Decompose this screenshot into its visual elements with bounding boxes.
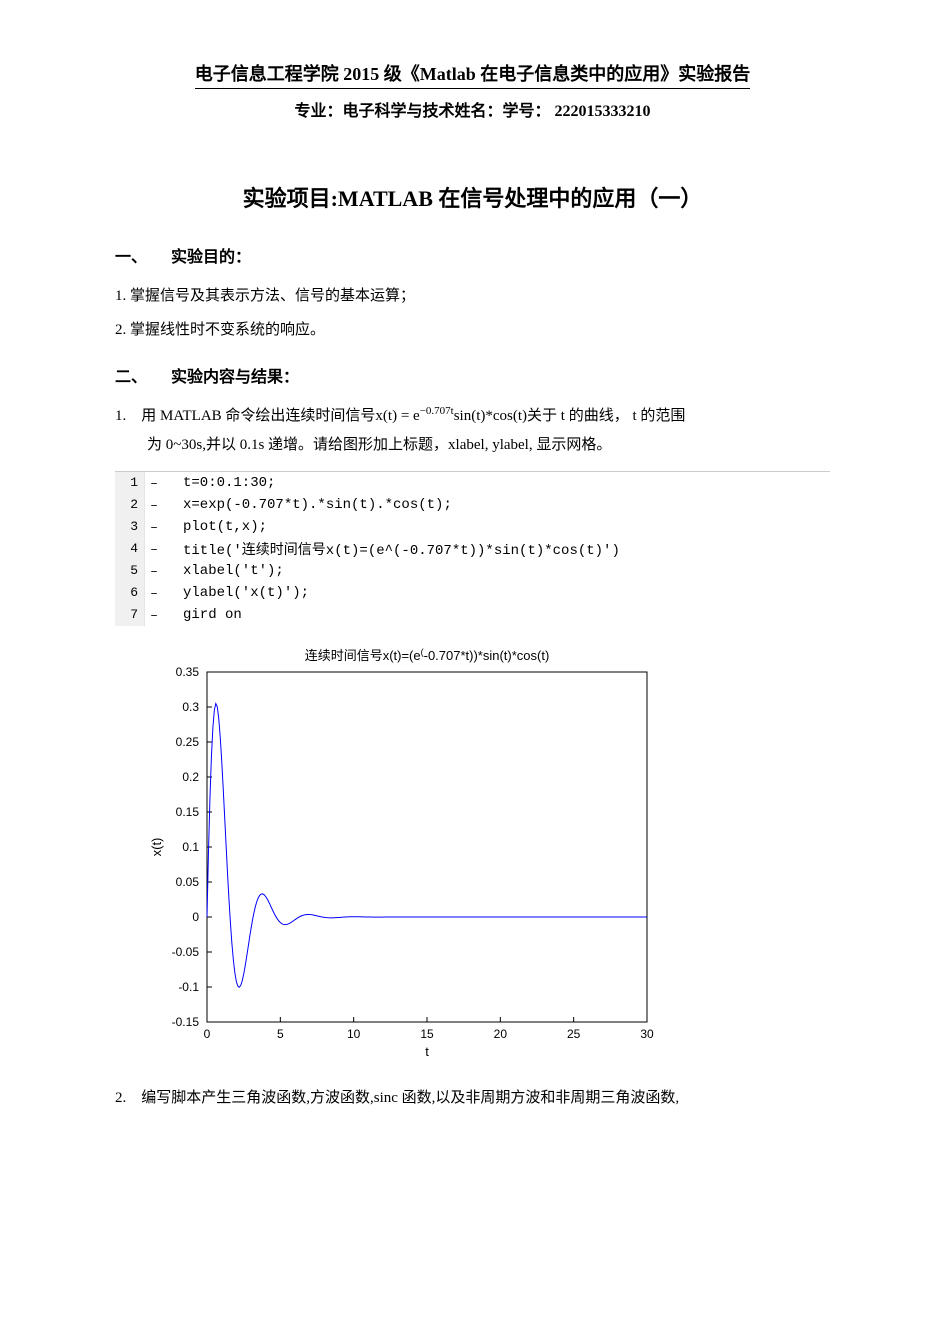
svg-text:0.35: 0.35	[176, 665, 200, 679]
section2-item1: 1. 用 MATLAB 命令绘出连续时间信号x(t) = e−0.707tsin…	[115, 401, 830, 459]
dash-icon: –	[145, 564, 163, 579]
svg-text:0.15: 0.15	[176, 805, 200, 819]
code-text: xlabel('t');	[163, 563, 830, 579]
svg-text:-0.1: -0.1	[178, 980, 199, 994]
code-line: 1–t=0:0.1:30;	[115, 472, 830, 494]
svg-text:0.2: 0.2	[182, 770, 199, 784]
item1-text-c: 为 0~30s,并以 0.1s 递增。请给图形加上标题，xlabel, ylab…	[147, 437, 611, 453]
section2-item2: 2. 编写脚本产生三角波函数,方波函数,sinc 函数,以及非周期方波和非周期三…	[115, 1084, 830, 1113]
svg-text:t: t	[425, 1044, 429, 1059]
main-title: 实验项目:MATLAB 在信号处理中的应用（一）	[115, 181, 830, 213]
svg-text:30: 30	[640, 1027, 654, 1041]
svg-text:0: 0	[192, 910, 199, 924]
code-text: ylabel('x(t)');	[163, 585, 830, 601]
section2-heading: 二、 实验内容与结果：	[115, 363, 830, 387]
code-line: 3–plot(t,x);	[115, 516, 830, 538]
svg-text:-0.15: -0.15	[172, 1015, 200, 1029]
dash-icon: –	[145, 542, 163, 557]
header-sub: 专业：电子科学与技术姓名：学号： 222015333210	[115, 97, 830, 121]
section1-item2: 2. 掌握线性时不变系统的响应。	[115, 315, 830, 345]
line-number: 1	[115, 472, 145, 494]
code-text: t=0:0.1:30;	[163, 475, 830, 491]
line-number: 6	[115, 582, 145, 604]
line-number: 3	[115, 516, 145, 538]
item1-text-b: sin(t)*cos(t)关于 t 的曲线， t 的范围	[454, 408, 686, 424]
svg-text:5: 5	[277, 1027, 284, 1041]
svg-text:0.25: 0.25	[176, 735, 200, 749]
svg-text:10: 10	[347, 1027, 361, 1041]
svg-text:0: 0	[204, 1027, 211, 1041]
dash-icon: –	[145, 520, 163, 535]
line-number: 7	[115, 604, 145, 626]
code-line: 2–x=exp(-0.707*t).*sin(t).*cos(t);	[115, 494, 830, 516]
line-number: 5	[115, 560, 145, 582]
code-line: 4–title('连续时间信号x(t)=(e^(-0.707*t))*sin(t…	[115, 538, 830, 560]
section1-item1: 1. 掌握信号及其表示方法、信号的基本运算；	[115, 281, 830, 311]
code-line: 7–gird on	[115, 604, 830, 626]
code-line: 6–ylabel('x(t)');	[115, 582, 830, 604]
code-text: x=exp(-0.707*t).*sin(t).*cos(t);	[163, 497, 830, 513]
dash-icon: –	[145, 476, 163, 491]
header-title: 电子信息工程学院 2015 级《Matlab 在电子信息类中的应用》实验报告	[195, 60, 751, 89]
code-block: 1–t=0:0.1:30;2–x=exp(-0.707*t).*sin(t).*…	[115, 471, 830, 626]
svg-text:-0.05: -0.05	[172, 945, 200, 959]
code-text: gird on	[163, 607, 830, 623]
report-header: 电子信息工程学院 2015 级《Matlab 在电子信息类中的应用》实验报告	[115, 60, 830, 89]
chart-container: 连续时间信号x(t)=(e(-0.707*t))*sin(t)*cos(t) 0 5…	[145, 644, 830, 1064]
line-number: 2	[115, 494, 145, 516]
dash-icon: –	[145, 498, 163, 513]
svg-text:连续时间信号x(t)=(e(-0.707*t))*sin(t: 连续时间信号x(t)=(e(-0.707*t))*sin(t)*cos(t)	[305, 647, 550, 663]
svg-text:15: 15	[420, 1027, 434, 1041]
signal-chart: 连续时间信号x(t)=(e(-0.707*t))*sin(t)*cos(t) 0 5…	[145, 644, 665, 1064]
dash-icon: –	[145, 586, 163, 601]
code-line: 5–xlabel('t');	[115, 560, 830, 582]
item1-exp: −0.707t	[420, 405, 454, 417]
section1-heading: 一、 实验目的：	[115, 243, 830, 267]
svg-text:0.3: 0.3	[182, 700, 199, 714]
svg-text:25: 25	[567, 1027, 581, 1041]
svg-text:0.1: 0.1	[182, 840, 199, 854]
line-number: 4	[115, 538, 145, 560]
code-text: title('连续时间信号x(t)=(e^(-0.707*t))*sin(t)*…	[163, 539, 830, 559]
svg-text:20: 20	[494, 1027, 508, 1041]
item1-text-a: 1. 用 MATLAB 命令绘出连续时间信号x(t) = e	[115, 408, 420, 424]
svg-text:x(t): x(t)	[149, 838, 164, 857]
svg-text:0.05: 0.05	[176, 875, 200, 889]
code-text: plot(t,x);	[163, 519, 830, 535]
dash-icon: –	[145, 608, 163, 623]
